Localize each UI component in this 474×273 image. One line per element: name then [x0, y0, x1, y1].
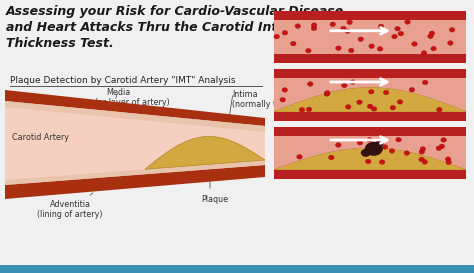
Ellipse shape: [422, 160, 428, 164]
Bar: [274, 69, 466, 78]
Ellipse shape: [358, 37, 364, 41]
Bar: [274, 112, 466, 121]
Text: Assessing your Risk for Cardio-Vascular Disease
and Heart Attacks Thru the Carot: Assessing your Risk for Cardio-Vascular …: [6, 5, 351, 50]
Ellipse shape: [404, 151, 410, 155]
Ellipse shape: [377, 47, 383, 51]
Ellipse shape: [371, 107, 377, 111]
Ellipse shape: [376, 139, 384, 146]
Ellipse shape: [446, 157, 451, 161]
Ellipse shape: [336, 143, 341, 147]
Polygon shape: [5, 165, 265, 199]
Bar: [274, 127, 466, 136]
Polygon shape: [5, 101, 105, 185]
Bar: [274, 127, 466, 179]
Ellipse shape: [449, 28, 455, 32]
Ellipse shape: [324, 92, 329, 96]
Ellipse shape: [412, 42, 417, 46]
Ellipse shape: [308, 82, 313, 86]
Ellipse shape: [311, 23, 317, 27]
Ellipse shape: [330, 22, 336, 26]
Ellipse shape: [346, 105, 351, 109]
Ellipse shape: [357, 141, 363, 145]
Ellipse shape: [395, 26, 401, 31]
Ellipse shape: [274, 34, 280, 39]
Ellipse shape: [389, 149, 395, 153]
Ellipse shape: [341, 26, 346, 31]
Ellipse shape: [291, 41, 296, 46]
Ellipse shape: [441, 138, 447, 142]
Ellipse shape: [369, 44, 374, 48]
Ellipse shape: [429, 31, 435, 35]
Ellipse shape: [280, 97, 285, 102]
Text: Plaque: Plaque: [201, 195, 228, 204]
Polygon shape: [5, 90, 265, 126]
Ellipse shape: [392, 34, 397, 39]
Ellipse shape: [379, 160, 385, 164]
Polygon shape: [274, 88, 466, 112]
Bar: [274, 11, 466, 63]
Ellipse shape: [419, 157, 424, 162]
Polygon shape: [5, 160, 265, 185]
Ellipse shape: [368, 90, 374, 94]
Ellipse shape: [405, 20, 410, 24]
Ellipse shape: [350, 80, 356, 84]
Ellipse shape: [306, 107, 312, 112]
Ellipse shape: [282, 31, 288, 35]
Ellipse shape: [357, 100, 362, 105]
Ellipse shape: [282, 88, 288, 92]
Ellipse shape: [397, 100, 403, 104]
Bar: [0, 265, 474, 273]
Bar: [274, 54, 466, 63]
Ellipse shape: [378, 24, 384, 29]
Bar: [274, 170, 466, 179]
Polygon shape: [5, 101, 265, 132]
Ellipse shape: [396, 137, 401, 142]
Ellipse shape: [419, 150, 425, 154]
Ellipse shape: [297, 155, 302, 159]
Ellipse shape: [348, 48, 354, 53]
Polygon shape: [274, 148, 466, 170]
Ellipse shape: [428, 34, 433, 38]
Ellipse shape: [390, 105, 396, 110]
Polygon shape: [5, 101, 265, 185]
Ellipse shape: [347, 20, 352, 25]
Ellipse shape: [306, 48, 311, 53]
Ellipse shape: [345, 29, 350, 34]
Ellipse shape: [422, 80, 428, 85]
Ellipse shape: [295, 24, 301, 28]
Polygon shape: [274, 88, 466, 112]
Text: Adventitia
(lining of artery): Adventitia (lining of artery): [37, 200, 103, 219]
Ellipse shape: [342, 83, 347, 88]
Ellipse shape: [436, 146, 441, 150]
Ellipse shape: [437, 107, 442, 112]
Ellipse shape: [409, 88, 415, 92]
Text: Carotid Artery: Carotid Artery: [12, 133, 69, 143]
Ellipse shape: [336, 46, 341, 51]
Ellipse shape: [367, 138, 373, 142]
Ellipse shape: [361, 149, 371, 157]
Ellipse shape: [446, 160, 451, 165]
Text: Media
(muscular layer of artery): Media (muscular layer of artery): [66, 88, 170, 107]
Text: Intima
(normally thin): Intima (normally thin): [232, 90, 292, 109]
Ellipse shape: [439, 144, 445, 149]
Ellipse shape: [367, 104, 373, 109]
Polygon shape: [145, 136, 265, 169]
Text: Plaque Detection by Carotid Artery "IMT" Analysis: Plaque Detection by Carotid Artery "IMT"…: [10, 76, 236, 85]
Ellipse shape: [365, 142, 383, 156]
Ellipse shape: [383, 90, 389, 95]
Polygon shape: [274, 148, 466, 170]
Bar: [274, 69, 466, 121]
Ellipse shape: [328, 155, 334, 160]
Ellipse shape: [398, 31, 403, 36]
Ellipse shape: [299, 108, 305, 112]
Ellipse shape: [365, 159, 371, 164]
Ellipse shape: [382, 145, 388, 149]
Ellipse shape: [421, 51, 427, 55]
Ellipse shape: [311, 26, 317, 31]
Ellipse shape: [420, 147, 426, 151]
Bar: [274, 11, 466, 20]
Ellipse shape: [447, 41, 453, 45]
Ellipse shape: [325, 91, 330, 95]
Ellipse shape: [431, 46, 436, 51]
